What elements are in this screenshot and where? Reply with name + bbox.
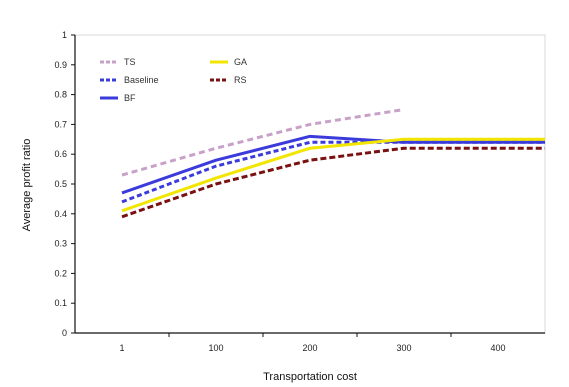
y-tick-label: 0.1 <box>54 298 67 308</box>
y-tick-label: 0.9 <box>54 60 67 70</box>
x-tick-label: 100 <box>208 343 223 353</box>
series-line-ga <box>121 137 545 213</box>
y-tick-label: 0.4 <box>54 209 67 219</box>
y-axis-title: Average profit ratio <box>21 139 33 232</box>
y-tick-label: 1 <box>62 30 67 40</box>
y-tick-label: 0.5 <box>54 179 67 189</box>
x-tick-label: 400 <box>490 343 505 353</box>
y-tick-label: 0.6 <box>54 149 67 159</box>
legend-label-ga: GA <box>234 57 247 67</box>
series-line-bf <box>121 134 545 195</box>
y-tick-label: 0.2 <box>54 268 67 278</box>
legend-label-ts: TS <box>124 57 136 67</box>
x-tick-label: 300 <box>396 343 411 353</box>
legend-label-baseline: Baseline <box>124 75 159 85</box>
x-tick-label: 1 <box>119 343 124 353</box>
series-line-ts <box>121 108 405 177</box>
y-tick-label: 0 <box>62 328 67 338</box>
legend-label-rs: RS <box>234 75 247 85</box>
x-axis-title: Transportation cost <box>263 371 357 383</box>
y-tick-label: 0.8 <box>54 90 67 100</box>
y-tick-label: 0.3 <box>54 239 67 249</box>
legend-label-bf: BF <box>124 93 136 103</box>
series-line-rs <box>121 146 545 219</box>
y-tick-label: 0.7 <box>54 119 67 129</box>
x-tick-label: 200 <box>302 343 317 353</box>
